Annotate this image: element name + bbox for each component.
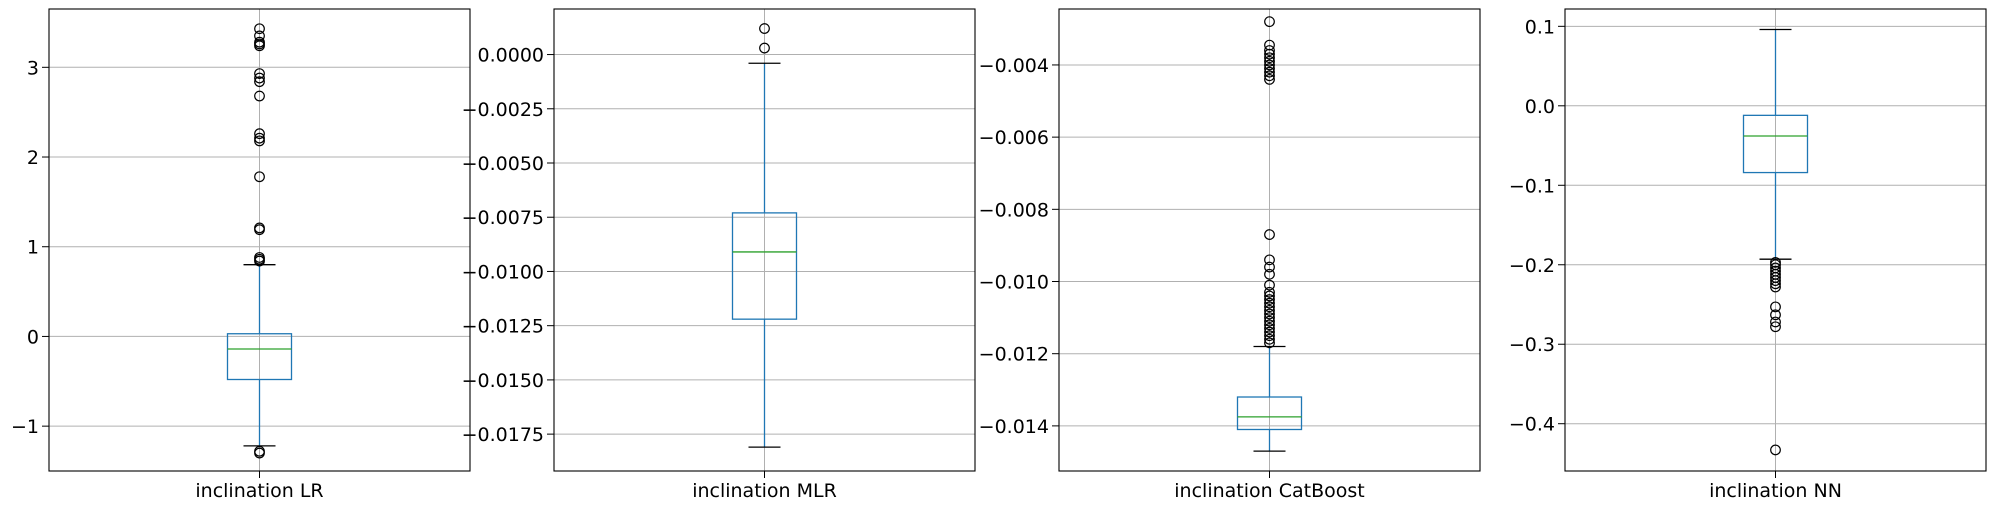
subplot-4: 0.1 0.0 −0.1 −0.2 −0.3 −0.4 inclination NN [1509, 8, 1987, 502]
y-tick-label: 3 [27, 57, 39, 79]
y-tick-label: −0.0150 [462, 370, 544, 392]
y-tick-label: 0 [27, 326, 39, 348]
outlier-point [1264, 52, 1275, 64]
outlier-point [1264, 45, 1275, 56]
outlier-point [254, 132, 265, 144]
outlier-point [1264, 254, 1275, 266]
y-tick-label: −0.2 [1509, 255, 1555, 277]
y-tick-label: −0.008 [979, 199, 1049, 221]
outlier-point [254, 128, 265, 140]
outlier-point [1264, 286, 1275, 298]
outlier-point [1264, 229, 1275, 240]
outlier-point [1264, 312, 1275, 324]
y-tick-label: −0.010 [979, 272, 1049, 294]
outlier-point [1264, 16, 1275, 28]
outlier-point [254, 135, 265, 147]
y-tick-label: −0.012 [979, 344, 1049, 366]
y-tick-label: −0.0075 [462, 207, 544, 229]
outlier-point [254, 68, 265, 79]
outlier-point [254, 447, 265, 459]
outlier-point [1264, 326, 1275, 338]
y-tick-label: −0.4 [1509, 414, 1555, 436]
outlier-point [1264, 294, 1275, 305]
outlier-point [1264, 279, 1275, 291]
outlier-point [1264, 63, 1275, 74]
x-tick-label: inclination CatBoost [1174, 480, 1364, 502]
y-tick-label: 0.0000 [478, 45, 544, 67]
outlier-point [254, 171, 265, 183]
outlier-point [759, 23, 770, 34]
subplot-3: −0.004 −0.006 −0.008 −0.010 −0.012 −0.014 incl… [979, 8, 1481, 502]
outlier-point [1264, 337, 1275, 349]
outlier-point [1264, 73, 1275, 85]
subplot-1: −1 0 1 2 3 inclination LR [11, 8, 471, 502]
outlier-point [1264, 48, 1275, 60]
outlier-point [1264, 323, 1275, 334]
outlier-point [1770, 321, 1781, 333]
outlier-point [1264, 70, 1275, 82]
outlier-point [254, 23, 265, 35]
outlier-point [1264, 55, 1275, 67]
outlier-point [1770, 281, 1781, 293]
outlier-point [1770, 444, 1781, 456]
y-tick-label: −0.006 [979, 127, 1049, 149]
outlier-point [1770, 309, 1781, 321]
outlier-point [1264, 333, 1275, 345]
x-tick-label: inclination NN [1709, 480, 1842, 502]
outlier-point [1264, 308, 1275, 320]
x-tick-label: inclination MLR [692, 480, 837, 502]
outlier-point [254, 90, 265, 102]
outlier-point [254, 222, 265, 234]
y-tick-label: 1 [27, 237, 39, 259]
y-tick-label: −1 [11, 416, 39, 438]
outlier-point [1264, 319, 1275, 331]
y-tick-label: −0.014 [979, 416, 1049, 438]
y-tick-label: 0.1 [1525, 16, 1555, 38]
y-tick-label: −0.0100 [462, 261, 544, 283]
outlier-point [1770, 316, 1781, 328]
iqr-box [1742, 114, 1809, 174]
outlier-point [1264, 268, 1275, 280]
outlier-point [1264, 297, 1275, 309]
outlier-point [1770, 278, 1781, 290]
outlier-point [759, 42, 770, 54]
outlier-point [1264, 304, 1275, 316]
iqr-box [731, 212, 798, 320]
outlier-point [254, 252, 265, 263]
y-tick-label: −0.0050 [462, 153, 544, 175]
outlier-point [1264, 315, 1275, 327]
outlier-point [1264, 330, 1275, 342]
y-tick-label: −0.3 [1509, 334, 1555, 356]
y-tick-label: −0.0025 [462, 99, 544, 121]
y-tick-label: −0.0175 [462, 424, 544, 446]
outlier-point [1770, 275, 1781, 287]
y-tick-label: 0.0 [1525, 96, 1555, 118]
outlier-point [254, 76, 265, 88]
outlier-point [1264, 301, 1275, 313]
outlier-point [254, 72, 265, 84]
y-tick-label: 2 [27, 147, 39, 169]
outlier-point [1264, 290, 1275, 302]
outlier-point [1770, 301, 1781, 313]
outlier-point [254, 36, 265, 48]
y-tick-label: −0.004 [979, 55, 1049, 77]
y-tick-label: −0.0125 [462, 316, 544, 338]
outlier-point [254, 30, 265, 42]
y-tick-label: −0.1 [1509, 175, 1555, 197]
outlier-point [1264, 261, 1275, 273]
iqr-box [226, 333, 293, 381]
outlier-point [1264, 66, 1275, 78]
subplot-2: 0.0000 −0.0025 −0.0050 −0.0075 −0.0100 −0.012… [462, 8, 976, 502]
outlier-point [1264, 59, 1275, 71]
iqr-box [1236, 396, 1303, 431]
x-tick-label: inclination LR [195, 480, 323, 502]
